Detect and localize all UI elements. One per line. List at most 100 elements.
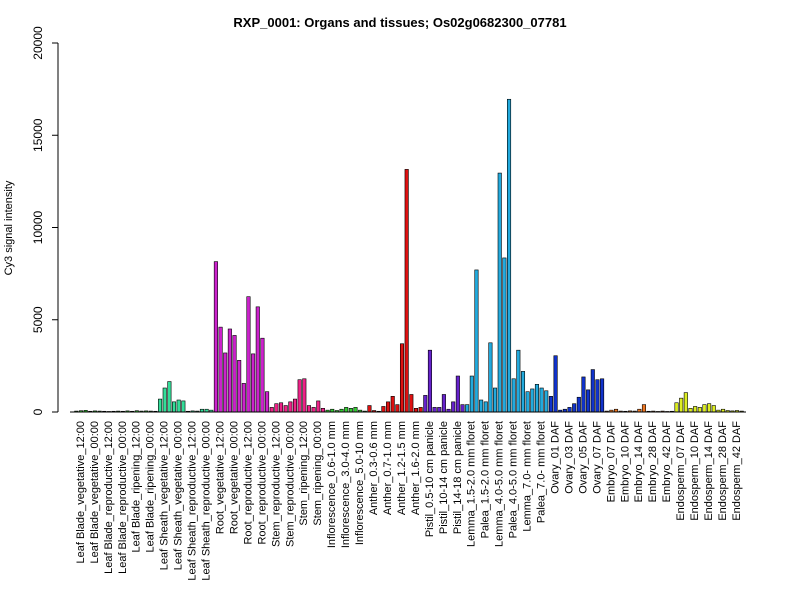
bar xyxy=(320,408,325,413)
x-tick-label: Anther_0.7-1.0 mm xyxy=(382,421,394,515)
bar xyxy=(283,405,288,413)
bar xyxy=(451,401,456,413)
bar xyxy=(311,407,316,413)
bar xyxy=(479,399,484,413)
x-tick-label: Embryo_07 DAF xyxy=(605,421,617,503)
x-tick-label: Root_reproductive_00:00 xyxy=(256,421,268,545)
y-axis-label: Cy3 signal intensity xyxy=(3,180,15,275)
bar xyxy=(544,390,549,413)
bar xyxy=(176,399,181,413)
bar xyxy=(292,398,298,413)
bar xyxy=(306,405,311,413)
x-tick-label: Endosperm_28 DAF xyxy=(717,421,729,521)
x-tick-label: Stem_ripening_00:00 xyxy=(312,421,324,526)
bar xyxy=(288,401,293,413)
bar xyxy=(172,401,177,413)
bar xyxy=(707,403,712,413)
bar xyxy=(683,392,688,413)
bar xyxy=(553,355,558,413)
bar xyxy=(237,360,242,413)
bar xyxy=(437,407,442,413)
x-tick-label: Leaf Blade_reproductive_00:00 xyxy=(117,421,129,574)
x-tick-label: Leaf Sheath_vegetative_00:00 xyxy=(173,421,185,570)
x-tick-label: Stem_ripening_12:00 xyxy=(298,421,310,526)
bar xyxy=(251,353,256,413)
bar xyxy=(586,389,591,413)
bar xyxy=(441,394,446,413)
bar xyxy=(399,343,405,413)
bar xyxy=(581,376,586,413)
bar xyxy=(688,408,693,413)
x-tick-label: Inflorescence_5.0-10 mm xyxy=(354,421,366,545)
y-tick-label: 5000 xyxy=(31,306,45,333)
bar xyxy=(390,396,395,413)
x-tick-label: Ovary_01 DAF xyxy=(549,421,561,494)
bar xyxy=(534,384,539,413)
x-tick-label: Palea_4.0-5.0 mm floret xyxy=(508,421,520,538)
bar xyxy=(386,401,391,413)
x-tick-label: Root_vegetative_12:00 xyxy=(214,421,226,534)
bar xyxy=(520,371,526,413)
bar xyxy=(590,369,595,413)
bar xyxy=(567,407,572,413)
x-tick-label: Leaf Sheath_reproductive_00:00 xyxy=(201,421,213,581)
bar xyxy=(641,404,646,413)
bar xyxy=(465,404,470,413)
x-tick-label: Embryo_14 DAF xyxy=(633,421,645,503)
bar xyxy=(297,379,302,413)
bar xyxy=(572,403,577,413)
bar xyxy=(181,400,186,413)
bar xyxy=(427,349,432,413)
bar xyxy=(409,394,414,413)
x-tick-label: Anther_1.2-1.5 mm xyxy=(396,421,408,515)
bar xyxy=(455,375,460,413)
bar xyxy=(279,402,284,413)
bar xyxy=(502,257,507,413)
bar xyxy=(460,404,465,413)
x-tick-label: Endosperm_10 DAF xyxy=(689,421,701,521)
bar xyxy=(344,407,349,413)
bar xyxy=(488,342,493,413)
x-tick-label: Pistil_14-18 cm panicle xyxy=(452,421,464,534)
x-tick-label: Endosperm_07 DAF xyxy=(675,421,687,521)
bar xyxy=(381,406,386,413)
bar xyxy=(711,405,716,413)
x-tick-label: Lemma_1.5-2.0 mm floret xyxy=(466,421,478,547)
bar xyxy=(367,405,372,413)
bars-group xyxy=(74,98,744,413)
x-tick-label: Ovary_05 DAF xyxy=(577,421,589,494)
bar xyxy=(702,404,707,413)
bar xyxy=(530,388,535,413)
bar xyxy=(413,408,419,413)
bar xyxy=(595,379,600,413)
x-tick-label: Inflorescence_3.0-4.0 mm xyxy=(340,421,352,548)
bar xyxy=(516,349,521,413)
x-tick-label: Ovary_03 DAF xyxy=(563,421,575,494)
x-tick-label: Root_reproductive_12:00 xyxy=(242,421,254,545)
bar xyxy=(483,401,488,413)
y-tick-label: 15000 xyxy=(31,118,45,152)
bar xyxy=(600,378,605,413)
bar xyxy=(213,261,218,413)
bar xyxy=(548,396,553,413)
bar xyxy=(507,98,512,413)
bar xyxy=(404,169,409,413)
bar xyxy=(269,407,274,413)
x-tick-label: Leaf Sheath_reproductive_12:00 xyxy=(187,421,199,581)
x-tick-label: Embryo_42 DAF xyxy=(661,421,673,503)
bar xyxy=(679,397,684,413)
x-axis-tick-labels: Leaf Blade_vegetative_12:00 Leaf Blade_ve… xyxy=(75,421,743,581)
bar xyxy=(265,391,270,413)
bar xyxy=(302,378,307,413)
x-tick-label: Stem_reproductive_12:00 xyxy=(270,421,282,547)
bar xyxy=(674,402,679,413)
y-axis: 0 5000 10000 15000 20000 xyxy=(31,26,59,415)
x-tick-label: Endosperm_42 DAF xyxy=(731,421,743,521)
x-tick-label: Lemma_7.0- mm floret xyxy=(522,421,534,532)
bar xyxy=(227,328,232,413)
x-tick-label: Ovary_07 DAF xyxy=(591,421,603,494)
bar xyxy=(260,337,265,413)
x-tick-label: Embryo_28 DAF xyxy=(647,421,659,503)
bar xyxy=(539,387,544,413)
